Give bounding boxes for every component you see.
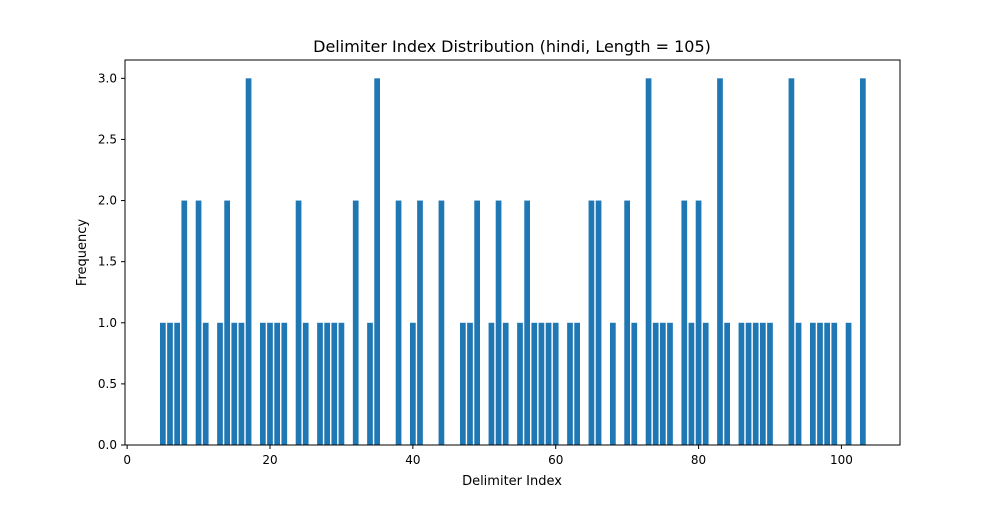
bar: [717, 78, 723, 445]
bar: [317, 322, 323, 445]
bar: [281, 322, 288, 445]
bar: [417, 200, 423, 445]
bar: [724, 322, 730, 445]
bar: [352, 200, 359, 445]
bar: [324, 322, 330, 445]
bar: [524, 200, 530, 445]
bar: [517, 322, 523, 445]
bar: [824, 322, 830, 445]
bars-group: [160, 78, 866, 445]
bar: [631, 322, 638, 445]
bar: [467, 322, 473, 445]
bar: [860, 78, 866, 445]
bar: [460, 322, 466, 445]
y-axis-label: Frequency: [75, 219, 90, 286]
bar: [545, 322, 552, 445]
bar: [810, 322, 816, 445]
bar: [238, 322, 245, 445]
x-axis-label: Delimiter Index: [462, 474, 562, 489]
bar: [502, 322, 509, 445]
bar: [267, 322, 273, 445]
bar: [217, 322, 223, 445]
bar: [738, 322, 745, 445]
x-tick-label: 100: [830, 453, 853, 467]
bar: [245, 78, 252, 445]
bar: [167, 322, 173, 445]
bar: [610, 322, 616, 445]
bar: [817, 322, 823, 445]
bar: [745, 322, 752, 445]
bar: [224, 200, 230, 445]
x-tick-label: 80: [691, 453, 706, 467]
bar: [845, 322, 852, 445]
bar: [338, 322, 345, 445]
x-tick-label: 60: [548, 453, 563, 467]
bar: [695, 200, 702, 445]
bar: [567, 322, 573, 445]
y-tick-label: 1.5: [98, 255, 117, 269]
y-tick-label: 2.0: [98, 194, 117, 208]
bar: [474, 200, 480, 445]
bar: [302, 322, 309, 445]
y-tick-label: 0.5: [98, 377, 117, 391]
bar: [438, 200, 445, 445]
bar: [752, 322, 759, 445]
bar: [688, 322, 695, 445]
bar: [767, 322, 773, 445]
x-axis: 0 20 40 60 80 100: [123, 445, 853, 467]
bar: [260, 322, 266, 445]
bar: [531, 322, 538, 445]
x-tick-label: 0: [123, 453, 131, 467]
bar: [660, 322, 666, 445]
bar: [681, 200, 688, 445]
bar: [331, 322, 338, 445]
bar: [760, 322, 766, 445]
y-axis: 0.0 0.5 1.0 1.5 2.0 2.5 3.0: [98, 71, 125, 452]
bar: [231, 322, 238, 445]
bar: [831, 322, 838, 445]
bar: [195, 200, 202, 445]
bar: [295, 200, 302, 445]
y-tick-label: 2.5: [98, 132, 117, 146]
bar: [374, 78, 380, 445]
bar: [595, 200, 602, 445]
bar: [667, 322, 673, 445]
y-tick-label: 0.0: [98, 438, 117, 452]
bar: [624, 200, 630, 445]
bar: [395, 200, 402, 445]
bar: [495, 200, 502, 445]
bar: [274, 322, 280, 445]
chart-title: Delimiter Index Distribution (hindi, Len…: [313, 37, 711, 56]
bar: [795, 322, 802, 445]
plot-frame: [124, 59, 901, 446]
bar: [645, 78, 652, 445]
bar: [538, 322, 545, 445]
x-tick-label: 40: [405, 453, 420, 467]
bar: [552, 322, 559, 445]
bar: [160, 322, 166, 445]
bar: [367, 322, 373, 445]
bar: [574, 322, 580, 445]
bar: [702, 322, 709, 445]
bar: [410, 322, 416, 445]
y-tick-label: 1.0: [98, 316, 117, 330]
y-tick-label: 3.0: [98, 71, 117, 85]
x-tick-label: 20: [262, 453, 277, 467]
bar: [202, 322, 209, 445]
bar: [588, 200, 595, 445]
bar: [181, 200, 188, 445]
bar: [788, 78, 795, 445]
bar: [174, 322, 180, 445]
bar: [652, 322, 659, 445]
bar: [488, 322, 495, 445]
